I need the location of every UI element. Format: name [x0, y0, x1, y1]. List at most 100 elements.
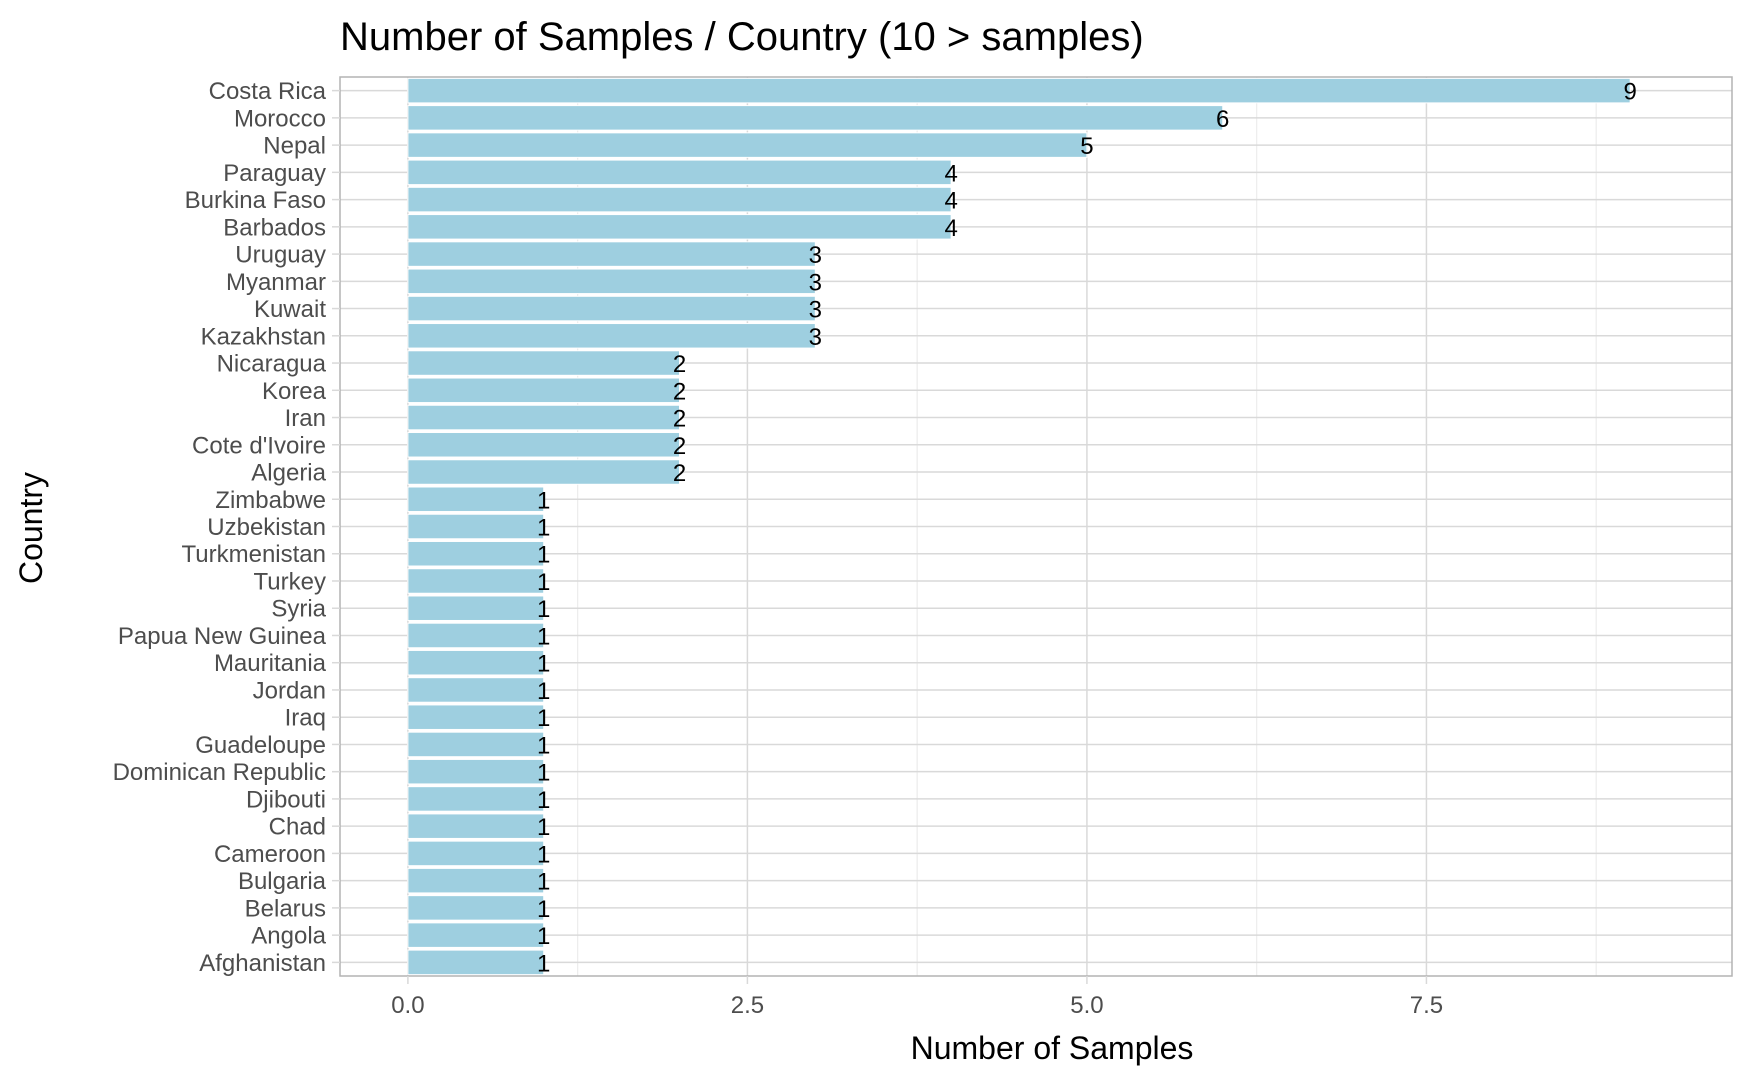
data-label: 1 [537, 869, 550, 896]
bar [407, 813, 545, 839]
y-tick-label: Cote d'Ivoire [192, 432, 326, 459]
bar [407, 895, 545, 921]
bar [407, 323, 816, 349]
bar [407, 241, 816, 267]
data-label: 1 [537, 841, 550, 868]
y-tick-label: Turkmenistan [182, 541, 327, 568]
bar [407, 758, 545, 785]
data-label: 1 [537, 651, 550, 678]
data-label: 5 [1080, 133, 1093, 160]
y-tick-label: Dominican Republic [113, 759, 326, 786]
bar [407, 377, 681, 404]
bar [407, 214, 952, 240]
data-label: 9 [1623, 79, 1636, 106]
bar [407, 77, 1631, 104]
y-tick-label: Korea [262, 378, 327, 405]
y-tick-label: Papua New Guinea [118, 623, 327, 650]
bar [407, 568, 545, 594]
data-label: 4 [944, 215, 957, 242]
bar [407, 595, 545, 621]
bar [407, 268, 816, 295]
data-label: 2 [673, 460, 686, 487]
y-tick-label: Iraq [285, 705, 326, 732]
data-label: 3 [809, 242, 822, 269]
y-tick-label: Bulgaria [238, 868, 327, 895]
y-axis-title: Country [13, 472, 49, 584]
bar [407, 949, 545, 976]
y-tick-label: Barbados [223, 214, 326, 241]
data-label: 1 [537, 896, 550, 923]
data-label: 2 [673, 433, 686, 460]
y-tick-label: Chad [269, 814, 326, 841]
y-tick-label: Nicaragua [217, 351, 327, 378]
bars [407, 77, 1631, 976]
data-label: 1 [537, 623, 550, 650]
y-tick-label: Myanmar [226, 269, 326, 296]
data-label: 2 [673, 351, 686, 378]
data-label: 1 [537, 814, 550, 841]
bar [407, 704, 545, 730]
data-label: 1 [537, 487, 550, 514]
y-tick-label: Syria [271, 596, 326, 623]
y-tick-label: Djibouti [246, 786, 326, 813]
data-label: 1 [537, 705, 550, 732]
bar [407, 540, 545, 567]
data-label: 6 [1216, 106, 1229, 133]
bar [407, 677, 545, 703]
data-label: 1 [537, 923, 550, 950]
y-tick-label: Afghanistan [199, 950, 326, 977]
x-tick-label: 7.5 [1410, 992, 1443, 1019]
data-label: 3 [809, 324, 822, 351]
bar [407, 295, 816, 322]
y-tick-label: Guadeloupe [195, 732, 326, 759]
y-tick-label: Uruguay [235, 242, 326, 269]
bar [407, 132, 1088, 158]
data-label: 1 [537, 787, 550, 814]
y-tick-label: Kuwait [254, 296, 326, 323]
y-tick-label: Nepal [263, 133, 326, 160]
data-label: 1 [537, 950, 550, 977]
data-label: 4 [944, 160, 957, 187]
x-tick-label: 2.5 [731, 992, 764, 1019]
y-tick-label: Costa Rica [209, 78, 327, 105]
data-label: 3 [809, 269, 822, 296]
bar [407, 867, 545, 894]
data-label: 2 [673, 378, 686, 405]
y-tick-label: Paraguay [223, 160, 326, 187]
data-label: 4 [944, 188, 957, 215]
y-tick-label: Belarus [245, 895, 326, 922]
chart-title: Number of Samples / Country (10 > sample… [340, 15, 1144, 59]
bar [407, 731, 545, 758]
y-tick-label: Algeria [251, 460, 326, 487]
y-tick-label: Morocco [234, 105, 326, 132]
y-tick-label: Iran [285, 405, 326, 432]
x-axis: 0.0 2.5 5.0 7.5 [391, 976, 1443, 1019]
bar [407, 840, 545, 867]
y-tick-label: Turkey [254, 568, 326, 595]
data-label: 1 [537, 596, 550, 623]
x-tick-label: 0.0 [391, 992, 424, 1019]
y-tick-label: Jordan [253, 677, 326, 704]
bar [407, 350, 681, 376]
bar [407, 159, 952, 186]
y-tick-label: Kazakhstan [201, 323, 326, 350]
y-tick-label: Mauritania [214, 650, 327, 677]
data-label: 1 [537, 515, 550, 542]
data-label: 1 [537, 678, 550, 705]
data-label: 1 [537, 760, 550, 787]
bar [407, 786, 545, 812]
data-label: 1 [537, 542, 550, 569]
x-axis-title: Number of Samples [911, 1030, 1194, 1066]
bar [407, 459, 681, 485]
bar [407, 432, 681, 458]
bar [407, 186, 952, 213]
bar [407, 649, 545, 676]
bar [407, 404, 681, 431]
x-tick-label: 5.0 [1070, 992, 1103, 1019]
data-label: 3 [809, 297, 822, 324]
data-label: 2 [673, 406, 686, 433]
bar [407, 486, 545, 513]
